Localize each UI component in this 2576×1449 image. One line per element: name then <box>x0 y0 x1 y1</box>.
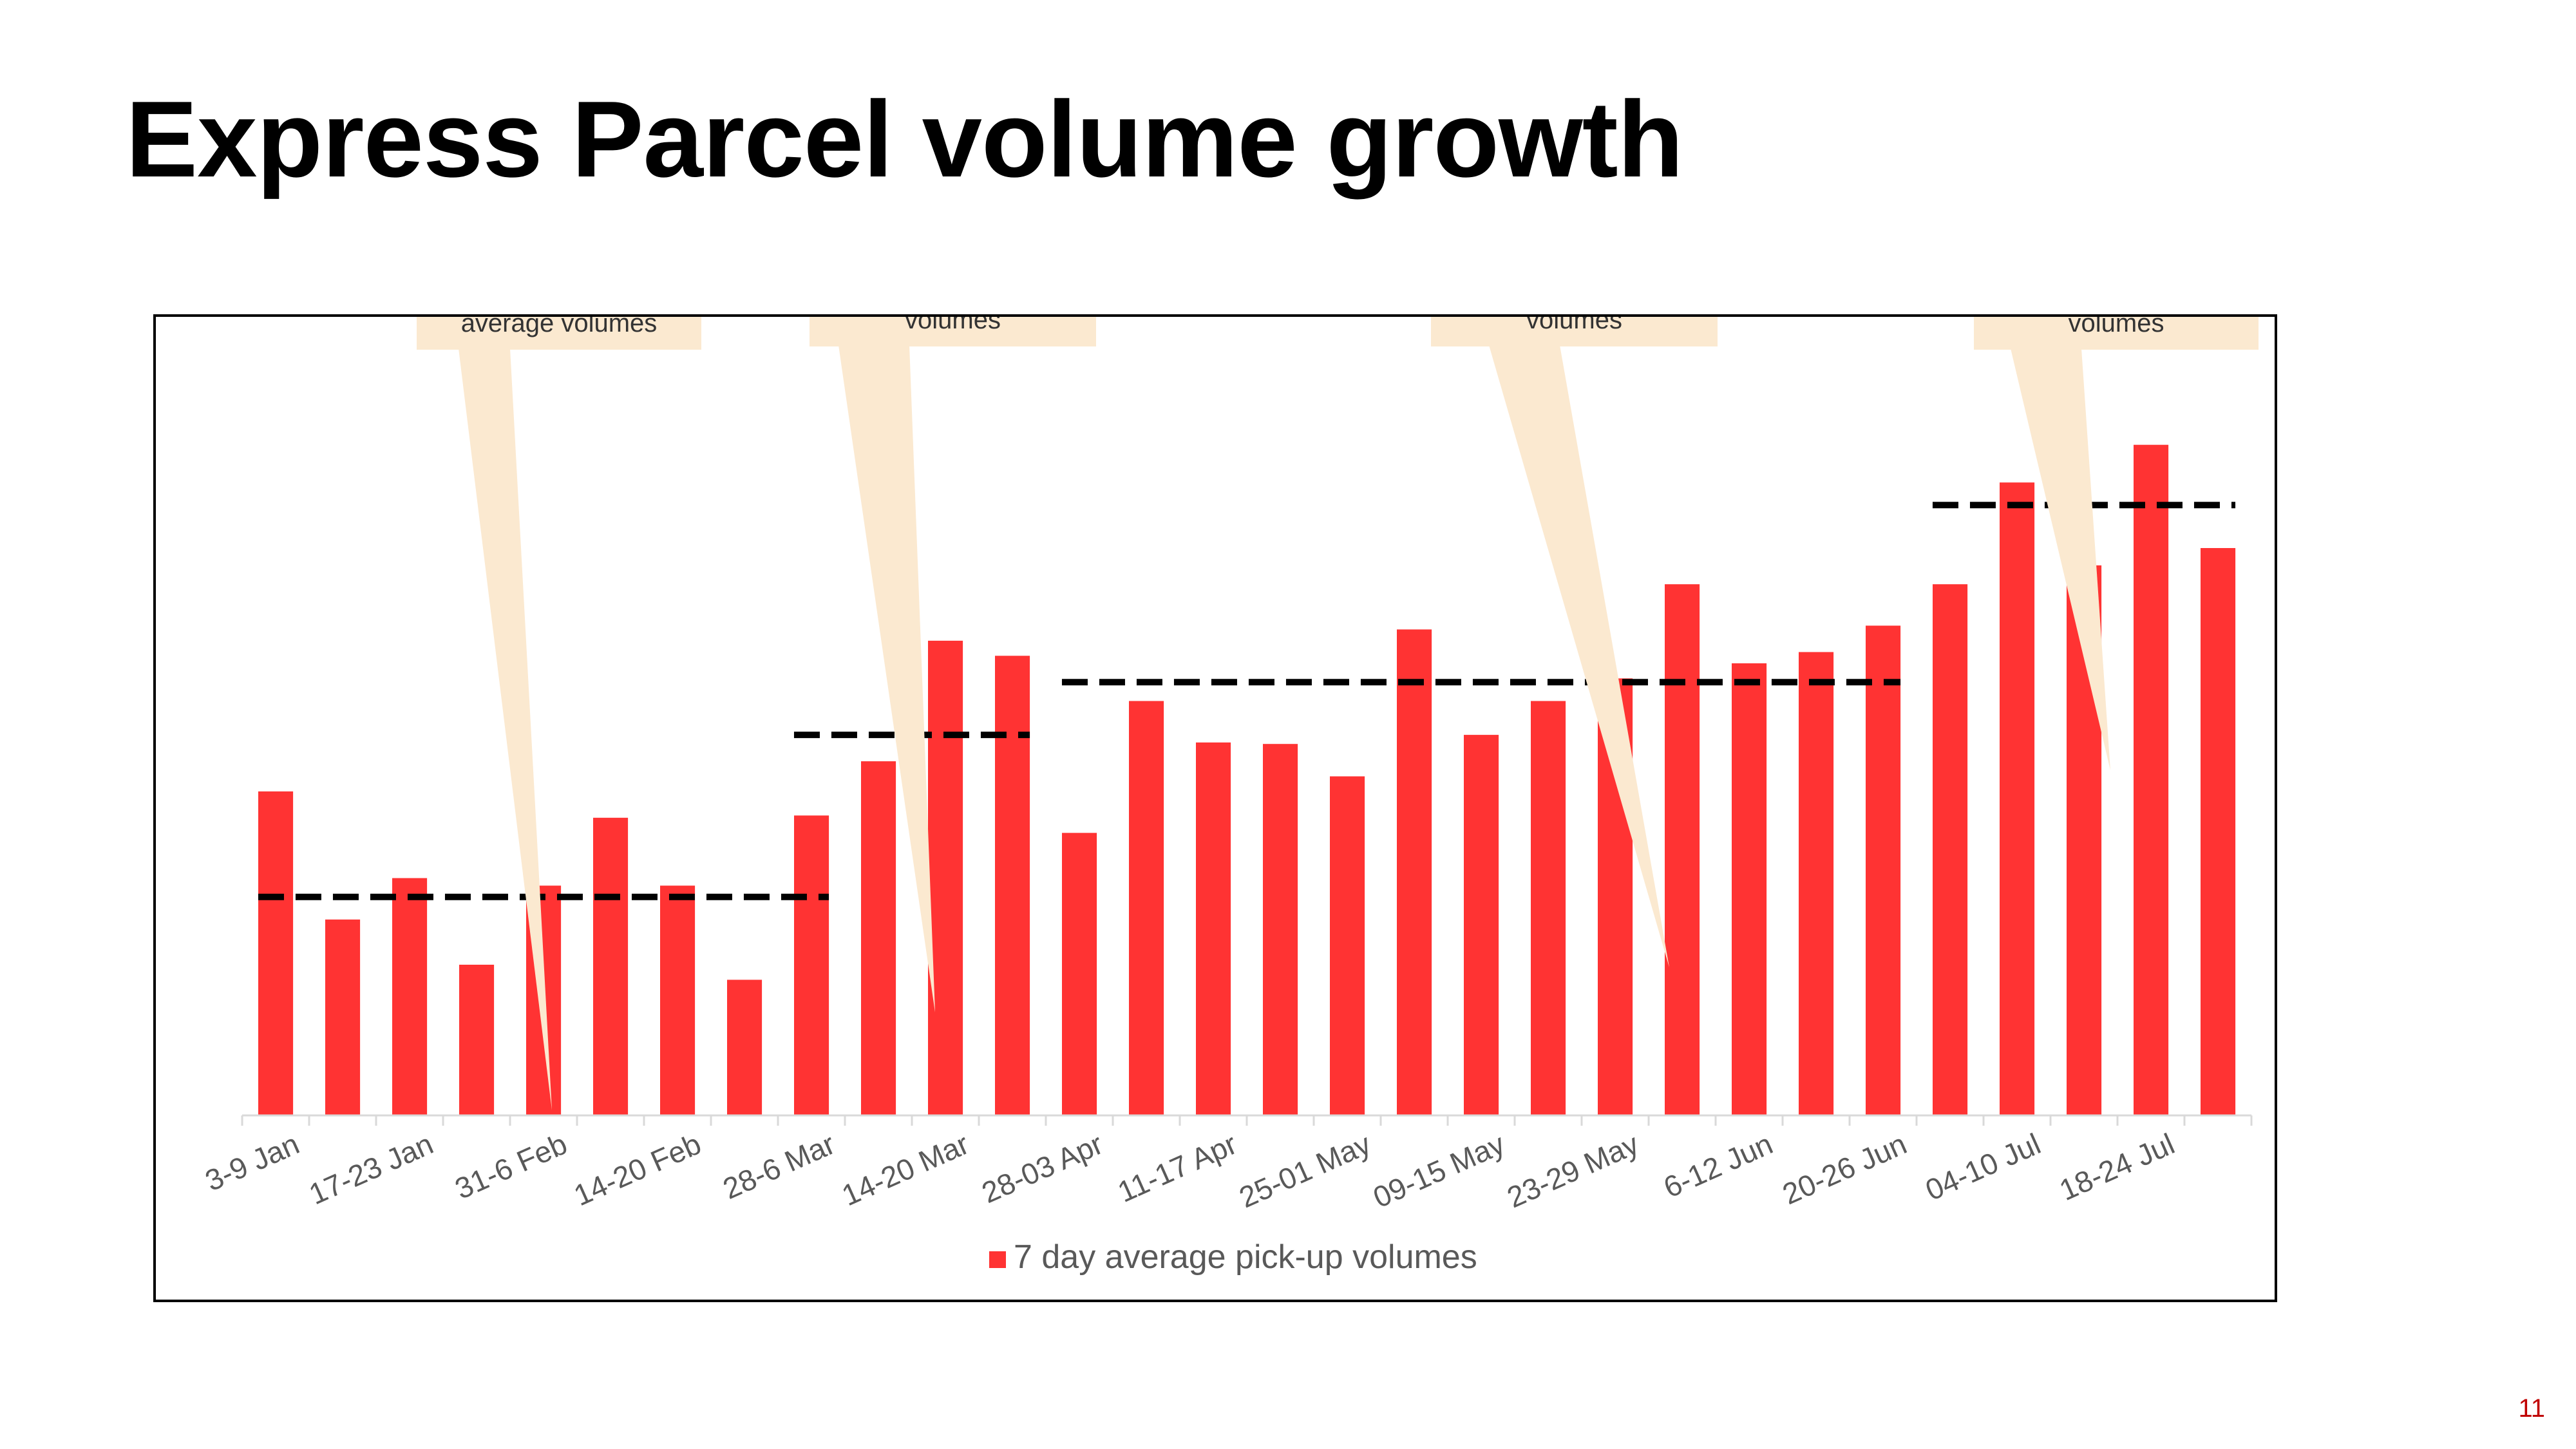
x-tick-label: 25-01 May <box>1234 1127 1376 1215</box>
bar <box>1196 742 1231 1115</box>
bar <box>1397 629 1432 1115</box>
bar <box>1263 744 1298 1115</box>
x-tick-label: 18-24 Jul <box>2054 1127 2179 1207</box>
callout: Jan-Feb dailyaverage volumes <box>417 317 701 1110</box>
x-tick-label: 6-12 Jun <box>1658 1127 1777 1204</box>
bar <box>1062 833 1097 1116</box>
bar <box>995 656 1030 1115</box>
bar <box>660 886 696 1115</box>
bar <box>258 791 294 1115</box>
bar <box>1799 652 1834 1115</box>
x-tick-label: 09-15 May <box>1368 1127 1510 1215</box>
x-tick-label: 11-17 Apr <box>1113 1127 1242 1209</box>
callout-box <box>810 317 1096 346</box>
callout-pointer <box>1489 345 1669 967</box>
bars-layer <box>258 444 2236 1116</box>
callout-box <box>1974 317 2259 350</box>
callout-label: average volumes <box>461 317 658 337</box>
x-tick-label: 14-20 Feb <box>569 1127 706 1213</box>
callout-pointer <box>459 348 552 1110</box>
x-tick-label: 31-6 Feb <box>450 1127 572 1206</box>
callout-pointer <box>838 345 935 1012</box>
x-tick-label: 14-20 Mar <box>837 1127 974 1213</box>
callout-label: volumes <box>905 317 1001 334</box>
bar <box>861 761 896 1115</box>
bar <box>1531 701 1566 1115</box>
callout-box <box>417 317 701 350</box>
x-tick-label: 3-9 Jan <box>200 1127 304 1198</box>
chart-frame: 3-9 Jan 17-23 Jan 31-6 Feb 14-20 Feb 28-6 Ma… <box>153 314 2277 1302</box>
callouts: Jan-Feb dailyaverage volumes Mar daily av… <box>417 317 2259 1110</box>
x-tick-label: 20-26 Jun <box>1777 1127 1911 1211</box>
callout-box <box>1431 317 1718 346</box>
bar <box>2134 444 2169 1116</box>
bar <box>1933 584 1968 1115</box>
bar <box>2000 482 2035 1115</box>
bar <box>2201 548 2236 1115</box>
bar <box>392 878 428 1115</box>
bar <box>1330 776 1365 1115</box>
bar <box>1129 701 1164 1115</box>
callout-pointer <box>2011 348 2110 770</box>
bar <box>928 640 963 1115</box>
x-tick-label: 04-10 Jul <box>1920 1127 2045 1207</box>
x-tick-label: 23-29 May <box>1502 1127 1643 1215</box>
bar <box>1732 663 1767 1115</box>
legend: 7 day average pick-up volumes <box>989 1238 1477 1276</box>
page-number: 11 <box>2518 1394 2545 1423</box>
bar <box>727 980 762 1115</box>
bar <box>1464 735 1499 1115</box>
legend-swatch <box>989 1251 1006 1268</box>
bar <box>325 919 361 1115</box>
bar <box>593 817 629 1115</box>
callout-label: volumes <box>1526 317 1622 334</box>
slide-title: Express Parcel volume growth <box>126 79 1683 200</box>
callout-label: volumes <box>2069 317 2164 337</box>
x-tick-label: 17-23 Jan <box>304 1127 438 1211</box>
bar <box>794 815 829 1115</box>
bar <box>1665 584 1700 1115</box>
bar <box>459 965 495 1115</box>
bar <box>1866 625 1901 1115</box>
x-tick-label: 28-6 Mar <box>718 1127 840 1206</box>
legend-label: 7 day average pick-up volumes <box>1014 1238 1477 1276</box>
x-tick-label: 28-03 Apr <box>977 1127 1108 1210</box>
